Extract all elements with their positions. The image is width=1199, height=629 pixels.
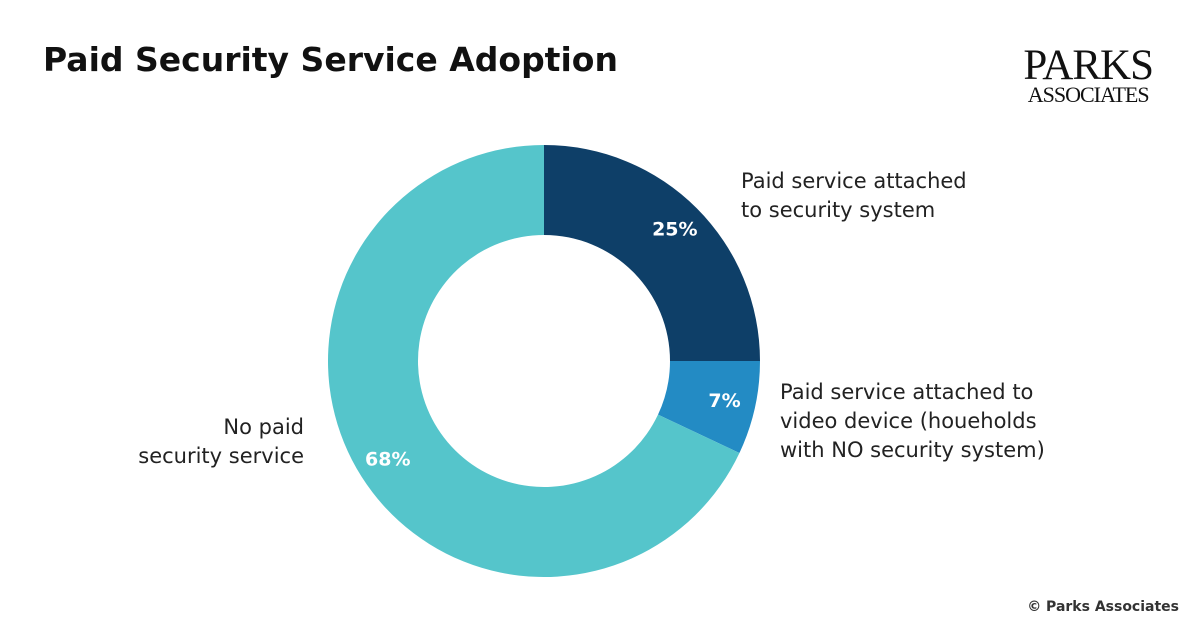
category-label: Paid service attached to security system <box>741 169 967 222</box>
logo: PARKS ASSOCIATES <box>1023 42 1154 107</box>
value-label: 68% <box>365 449 410 471</box>
donut-slice <box>328 145 740 578</box>
logo-text: PARKS <box>1023 42 1154 89</box>
category-label: Paid service attached to video device (h… <box>780 380 1045 462</box>
donut-slice <box>658 361 760 453</box>
value-label: 25% <box>652 219 697 241</box>
donut-slice <box>544 145 760 361</box>
logo-text: ASSOCIATES <box>1027 82 1150 107</box>
value-label: 7% <box>708 390 740 412</box>
category-label: No paid security service <box>138 415 304 468</box>
source: © Parks Associates <box>1027 599 1179 615</box>
chart-title: Paid Security Service Adoption <box>43 40 618 79</box>
